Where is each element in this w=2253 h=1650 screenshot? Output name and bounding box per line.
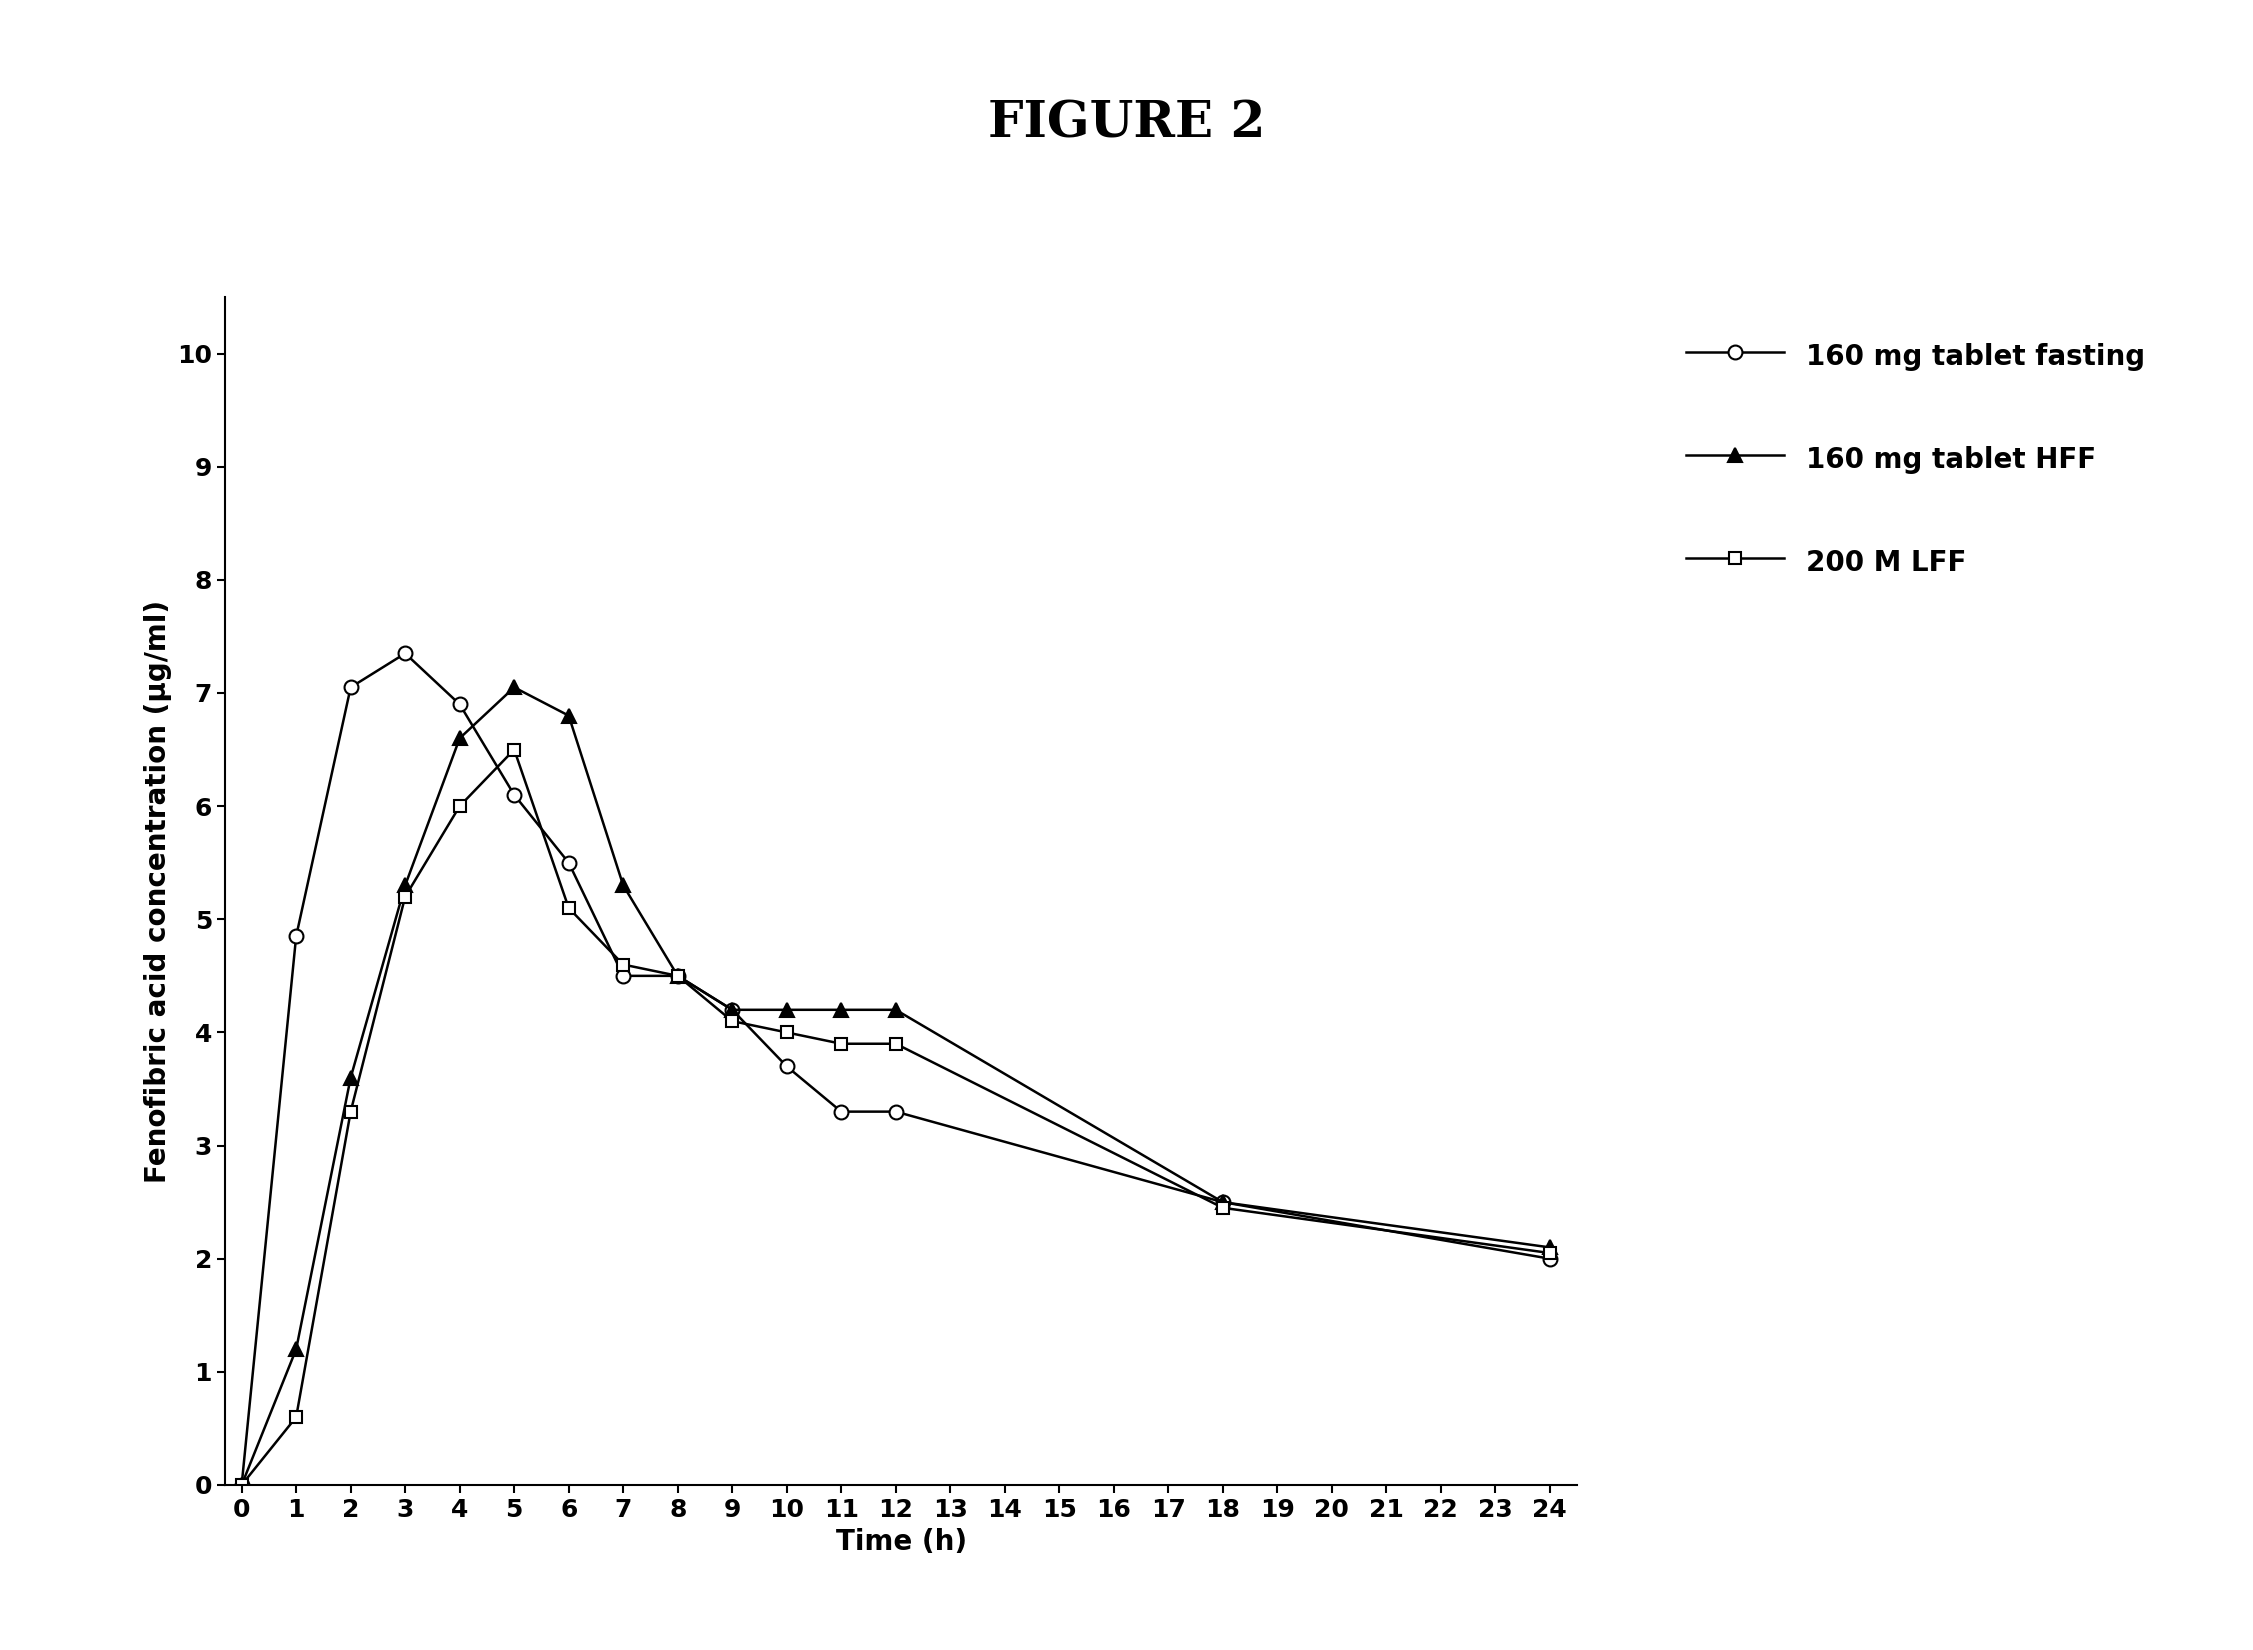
160 mg tablet HFF [1210, 1193, 1237, 1213]
200 M LFF [338, 1102, 365, 1122]
200 M LFF [719, 1011, 746, 1031]
160 mg tablet HFF [827, 1000, 854, 1020]
200 M LFF [228, 1475, 255, 1495]
160 mg tablet HFF [282, 1340, 309, 1360]
160 mg tablet fasting [446, 695, 473, 714]
Legend: 160 mg tablet fasting, 160 mg tablet HFF, 200 M LFF: 160 mg tablet fasting, 160 mg tablet HFF… [1658, 310, 2172, 607]
160 mg tablet HFF [554, 706, 581, 726]
160 mg tablet fasting [665, 965, 692, 985]
160 mg tablet fasting [282, 926, 309, 945]
160 mg tablet HFF [500, 678, 527, 698]
160 mg tablet fasting [554, 853, 581, 873]
X-axis label: Time (h): Time (h) [836, 1528, 967, 1556]
160 mg tablet HFF [1537, 1238, 1564, 1257]
200 M LFF [500, 739, 527, 759]
160 mg tablet fasting [719, 1000, 746, 1020]
160 mg tablet fasting [500, 785, 527, 805]
Text: FIGURE 2: FIGURE 2 [987, 99, 1266, 148]
160 mg tablet fasting [338, 678, 365, 698]
160 mg tablet fasting [773, 1056, 800, 1076]
160 mg tablet HFF [392, 876, 419, 896]
160 mg tablet fasting [228, 1475, 255, 1495]
200 M LFF [392, 886, 419, 906]
160 mg tablet HFF [773, 1000, 800, 1020]
160 mg tablet HFF [446, 728, 473, 747]
200 M LFF [1210, 1198, 1237, 1218]
160 mg tablet fasting [827, 1102, 854, 1122]
200 M LFF [827, 1035, 854, 1054]
160 mg tablet HFF [719, 1000, 746, 1020]
Line: 160 mg tablet fasting: 160 mg tablet fasting [234, 647, 1557, 1492]
200 M LFF [611, 955, 638, 975]
160 mg tablet HFF [228, 1475, 255, 1495]
160 mg tablet HFF [611, 876, 638, 896]
160 mg tablet HFF [338, 1068, 365, 1087]
200 M LFF [446, 797, 473, 817]
200 M LFF [665, 965, 692, 985]
160 mg tablet fasting [392, 644, 419, 663]
200 M LFF [282, 1407, 309, 1427]
160 mg tablet HFF [665, 965, 692, 985]
Line: 200 M LFF: 200 M LFF [234, 742, 1557, 1492]
Y-axis label: Fenofibric acid concentration (μg/ml): Fenofibric acid concentration (μg/ml) [144, 599, 171, 1183]
200 M LFF [773, 1023, 800, 1043]
200 M LFF [1537, 1242, 1564, 1262]
160 mg tablet fasting [1537, 1249, 1564, 1269]
Line: 160 mg tablet HFF: 160 mg tablet HFF [234, 680, 1557, 1492]
160 mg tablet HFF [883, 1000, 910, 1020]
200 M LFF [883, 1035, 910, 1054]
160 mg tablet fasting [883, 1102, 910, 1122]
200 M LFF [554, 898, 581, 917]
160 mg tablet fasting [1210, 1193, 1237, 1213]
160 mg tablet fasting [611, 965, 638, 985]
